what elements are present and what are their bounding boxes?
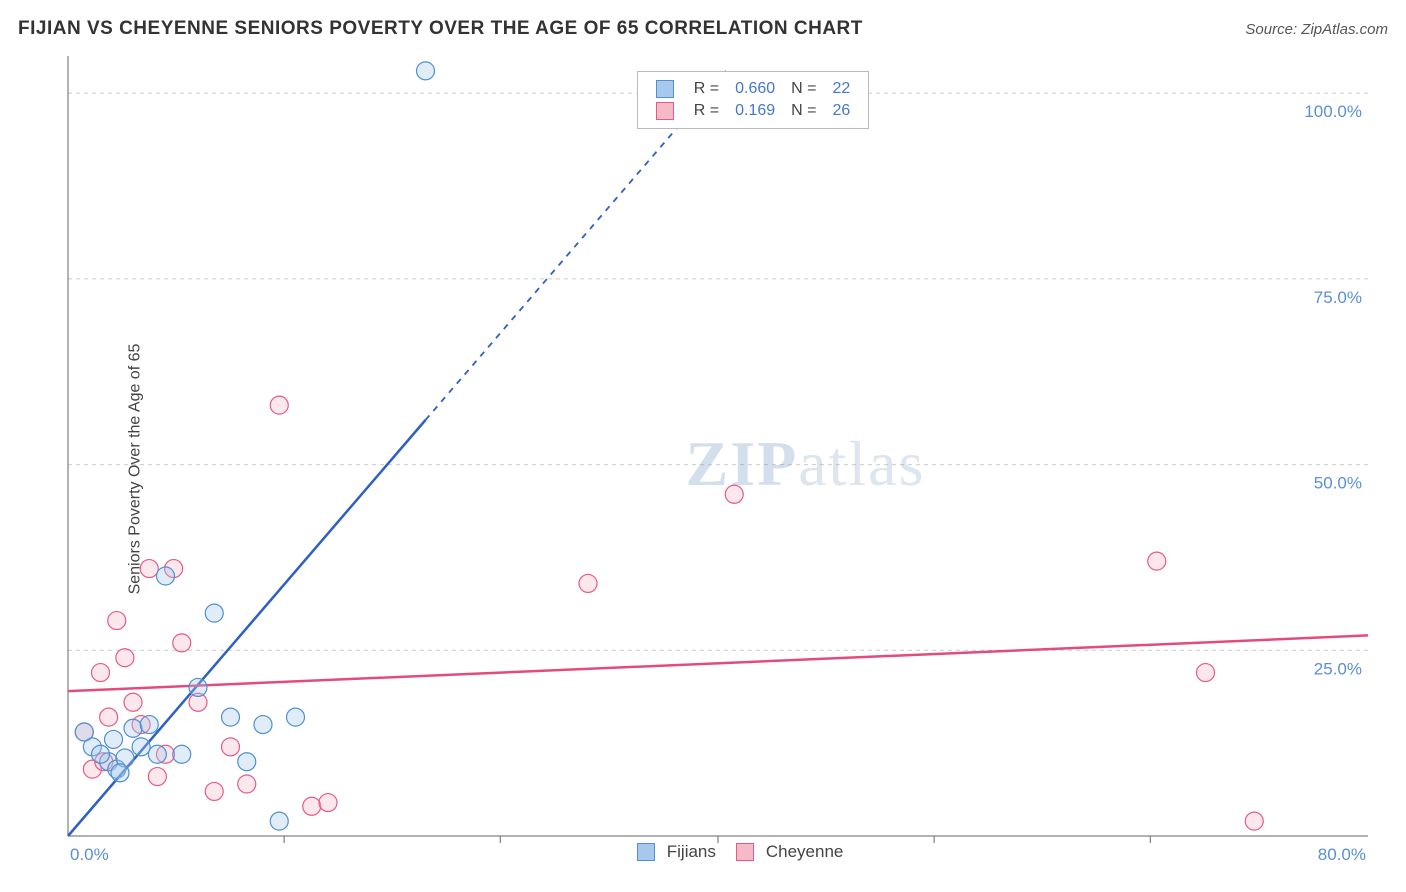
cheyenne-point — [100, 708, 118, 726]
legend-swatch-fijian — [656, 80, 674, 98]
scatter-chart: 25.0% 50.0% 75.0% 100.0% 0.0% 80.0% — [18, 56, 1388, 882]
cheyenne-point — [222, 738, 240, 756]
fijian-point — [124, 719, 142, 737]
correlation-legend: R =0.660N =22 R =0.169N =26 — [637, 71, 870, 129]
cheyenne-point — [92, 664, 110, 682]
legend-n-value: 22 — [824, 78, 858, 100]
source-link[interactable]: ZipAtlas.com — [1301, 21, 1388, 38]
legend-n-label: N = — [783, 78, 824, 100]
cheyenne-point — [124, 693, 142, 711]
fijian-point — [189, 678, 207, 696]
chart-header: FIJIAN VS CHEYENNE SENIORS POVERTY OVER … — [18, 18, 1388, 40]
fijian-point — [111, 764, 129, 782]
cheyenne-point — [1148, 552, 1166, 570]
fijian-point — [254, 716, 272, 734]
cheyenne-point — [303, 797, 321, 815]
fijian-point — [148, 745, 166, 763]
x-tick-label: 0.0% — [70, 845, 109, 864]
chart-title: FIJIAN VS CHEYENNE SENIORS POVERTY OVER … — [18, 18, 863, 40]
cheyenne-point — [579, 574, 597, 592]
fijian-point — [140, 716, 158, 734]
cheyenne-point — [1245, 812, 1263, 830]
cheyenne-point — [116, 649, 134, 667]
fijian-point — [92, 745, 110, 763]
cheyenne-point — [205, 782, 223, 800]
fijian-point — [132, 738, 150, 756]
cheyenne-trend-line — [68, 635, 1368, 691]
legend-label: Fijians — [667, 842, 716, 862]
chart-source: Source: ZipAtlas.com — [1245, 21, 1388, 38]
legend-r-value: 0.169 — [727, 100, 783, 122]
y-tick-label: 100.0% — [1304, 102, 1362, 121]
cheyenne-point — [173, 634, 191, 652]
cheyenne-point — [270, 396, 288, 414]
fijian-point — [75, 723, 93, 741]
legend-swatch-cheyenne — [656, 102, 674, 120]
cheyenne-point — [108, 612, 126, 630]
y-tick-label: 75.0% — [1314, 288, 1362, 307]
cheyenne-point — [725, 485, 743, 503]
legend-swatch-cheyenne — [736, 843, 754, 861]
legend-swatch-fijian — [637, 843, 655, 861]
legend-item-fijian: Fijians — [637, 842, 716, 862]
y-axis-label: Seniors Poverty Over the Age of 65 — [126, 344, 144, 595]
cheyenne-point — [1197, 664, 1215, 682]
x-tick-label: 80.0% — [1318, 845, 1366, 864]
fijian-point — [270, 812, 288, 830]
series-legend: Fijians Cheyenne — [637, 842, 844, 862]
fijian-point — [105, 730, 123, 748]
legend-n-value: 26 — [824, 100, 858, 122]
fijian-point — [222, 708, 240, 726]
legend-r-label: R = — [686, 100, 727, 122]
fijian-point — [287, 708, 305, 726]
legend-r-label: R = — [686, 78, 727, 100]
y-tick-label: 25.0% — [1314, 659, 1362, 678]
legend-n-label: N = — [783, 100, 824, 122]
cheyenne-point — [148, 768, 166, 786]
legend-label: Cheyenne — [766, 842, 844, 862]
fijian-point — [173, 745, 191, 763]
source-prefix: Source: — [1245, 21, 1301, 38]
cheyenne-point — [238, 775, 256, 793]
fijian-point — [417, 62, 435, 80]
y-tick-label: 50.0% — [1314, 474, 1362, 493]
legend-item-cheyenne: Cheyenne — [736, 842, 844, 862]
chart-area: Seniors Poverty Over the Age of 65 25.0%… — [18, 56, 1388, 882]
legend-r-value: 0.660 — [727, 78, 783, 100]
fijian-point — [157, 567, 175, 585]
fijian-point — [238, 753, 256, 771]
fijian-point — [205, 604, 223, 622]
cheyenne-point — [319, 794, 337, 812]
